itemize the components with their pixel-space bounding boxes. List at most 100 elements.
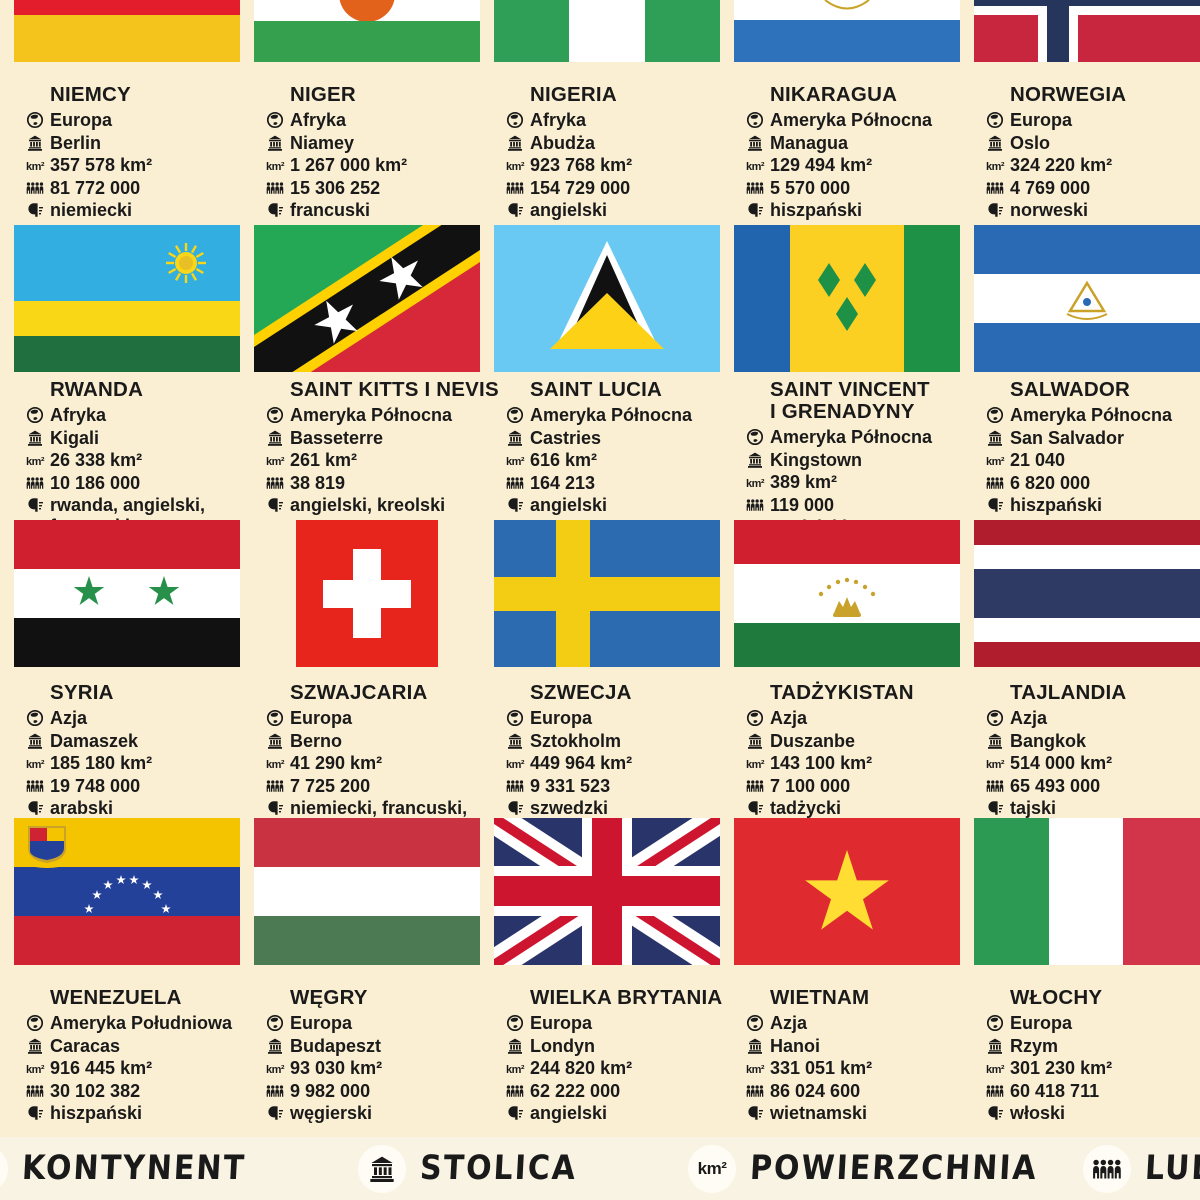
country-population: 81 772 000 [50, 177, 141, 198]
flag-row-1 [0, 0, 1200, 62]
population-icon [24, 1082, 46, 1100]
population-icon [984, 179, 1006, 197]
globe-icon [504, 709, 526, 727]
country-area: 324 220 km² [1010, 155, 1113, 175]
country-name: NIGERIA [530, 83, 617, 106]
globe-icon [984, 111, 1006, 129]
population-icon [744, 777, 766, 795]
country-language: angielski [530, 495, 608, 515]
country-area: 357 578 km² [50, 155, 153, 175]
capital-icon [504, 134, 526, 152]
country-capital: Bangkok [1010, 730, 1087, 751]
capital-icon [984, 1037, 1006, 1055]
country-capital: Abudża [530, 132, 595, 153]
country-capital: Berlin [50, 132, 102, 153]
country-continent: Afryka [530, 110, 587, 130]
globe-icon [0, 1144, 8, 1193]
capital-icon [504, 429, 526, 447]
language-icon [504, 496, 526, 514]
country-population: 9 982 000 [290, 1080, 371, 1101]
globe-icon [744, 428, 766, 446]
country-area: 514 000 km² [1010, 753, 1113, 773]
country-language: tajski [1010, 798, 1057, 818]
country-population: 7 725 200 [290, 775, 371, 796]
population-icon [264, 777, 286, 795]
country-capital: Hanoi [770, 1035, 821, 1056]
flag-row-3 [0, 520, 1200, 667]
area-icon: km² [745, 1063, 765, 1076]
area-icon: km² [745, 160, 765, 173]
globe-icon [984, 1014, 1006, 1032]
globe-icon [264, 111, 286, 129]
capital-icon [744, 451, 766, 469]
country-continent: Europa [530, 1013, 593, 1033]
country-name: RWANDA [50, 378, 144, 401]
area-icon: km² [265, 758, 285, 771]
legend-item-population: LUDNOŚĆ [1083, 1137, 1200, 1200]
country-name: SAINT LUCIA [530, 378, 663, 401]
country-area: 261 km² [290, 450, 358, 470]
country-language: niemiecki [50, 200, 133, 220]
country-population: 30 102 382 [50, 1080, 141, 1101]
capital-icon [504, 1037, 526, 1055]
population-icon [984, 1082, 1006, 1100]
area-icon: km² [688, 1144, 736, 1193]
country-area: 143 100 km² [770, 753, 873, 773]
country-population: 6 820 000 [1010, 472, 1091, 493]
capital-icon [984, 732, 1006, 750]
country-card: NIEMCY Europa Berlin km² 357 578 km² 81 7… [14, 84, 254, 223]
country-capital: Basseterre [290, 427, 384, 448]
country-area: 923 768 km² [530, 155, 633, 175]
capital-icon [264, 429, 286, 447]
country-area: 616 km² [530, 450, 598, 470]
country-card: SAINT KITTS I NEVIS Ameryka Północna Bas… [254, 379, 499, 518]
flag-niemcy [14, 0, 240, 62]
language-icon [264, 799, 286, 817]
area-icon: km² [985, 455, 1005, 468]
country-name: SYRIA [50, 681, 114, 704]
country-continent: Europa [530, 708, 593, 728]
globe-icon [744, 709, 766, 727]
country-name: WŁOCHY [1010, 986, 1103, 1009]
country-name: WĘGRY [290, 986, 368, 1009]
area-icon: km² [505, 455, 525, 468]
country-continent: Afryka [290, 110, 347, 130]
population-icon [264, 1082, 286, 1100]
country-capital: Damaszek [50, 730, 139, 751]
country-continent: Ameryka Północna [290, 405, 453, 425]
country-card: TADŻYKISTAN Azja Duszanbe km² 143 100 km²… [734, 682, 974, 821]
area-icon: km² [985, 160, 1005, 173]
country-population: 38 819 [290, 472, 346, 493]
country-population: 19 748 000 [50, 775, 141, 796]
capital-icon [358, 1144, 406, 1193]
country-language: tadżycki [770, 798, 842, 818]
language-icon [504, 1104, 526, 1122]
country-capital: Berno [290, 730, 343, 751]
flag-wietnam [734, 818, 960, 965]
country-continent: Ameryka Północna [770, 110, 933, 130]
country-capital: Kingstown [770, 449, 862, 470]
flag-tadzykistan [734, 520, 960, 667]
country-area: 389 km² [770, 472, 838, 492]
area-icon: km² [745, 758, 765, 771]
capital-icon [264, 732, 286, 750]
flag-syria [14, 520, 240, 667]
language-icon [264, 1104, 286, 1122]
country-capital: Duszanbe [770, 730, 856, 751]
area-icon: km² [25, 758, 45, 771]
flag-norwegia [974, 0, 1200, 62]
country-capital: Niamey [290, 132, 355, 153]
language-icon [984, 201, 1006, 219]
flag-nigeria [494, 0, 720, 62]
country-card: SAINT VINCENT I GRENADYNY Ameryka Północ… [734, 379, 974, 540]
capital-icon [504, 732, 526, 750]
globe-icon [264, 1014, 286, 1032]
population-icon [1083, 1144, 1131, 1193]
country-card: RWANDA Afryka Kigali km² 26 338 km² 10 18… [14, 379, 254, 538]
globe-icon [504, 406, 526, 424]
country-card: NIGER Afryka Niamey km² 1 267 000 km² 15 … [254, 84, 494, 223]
language-icon [744, 799, 766, 817]
legend-label-continent: KONTYNENT [20, 1148, 247, 1189]
population-icon [744, 496, 766, 514]
country-language: francuski [290, 200, 371, 220]
